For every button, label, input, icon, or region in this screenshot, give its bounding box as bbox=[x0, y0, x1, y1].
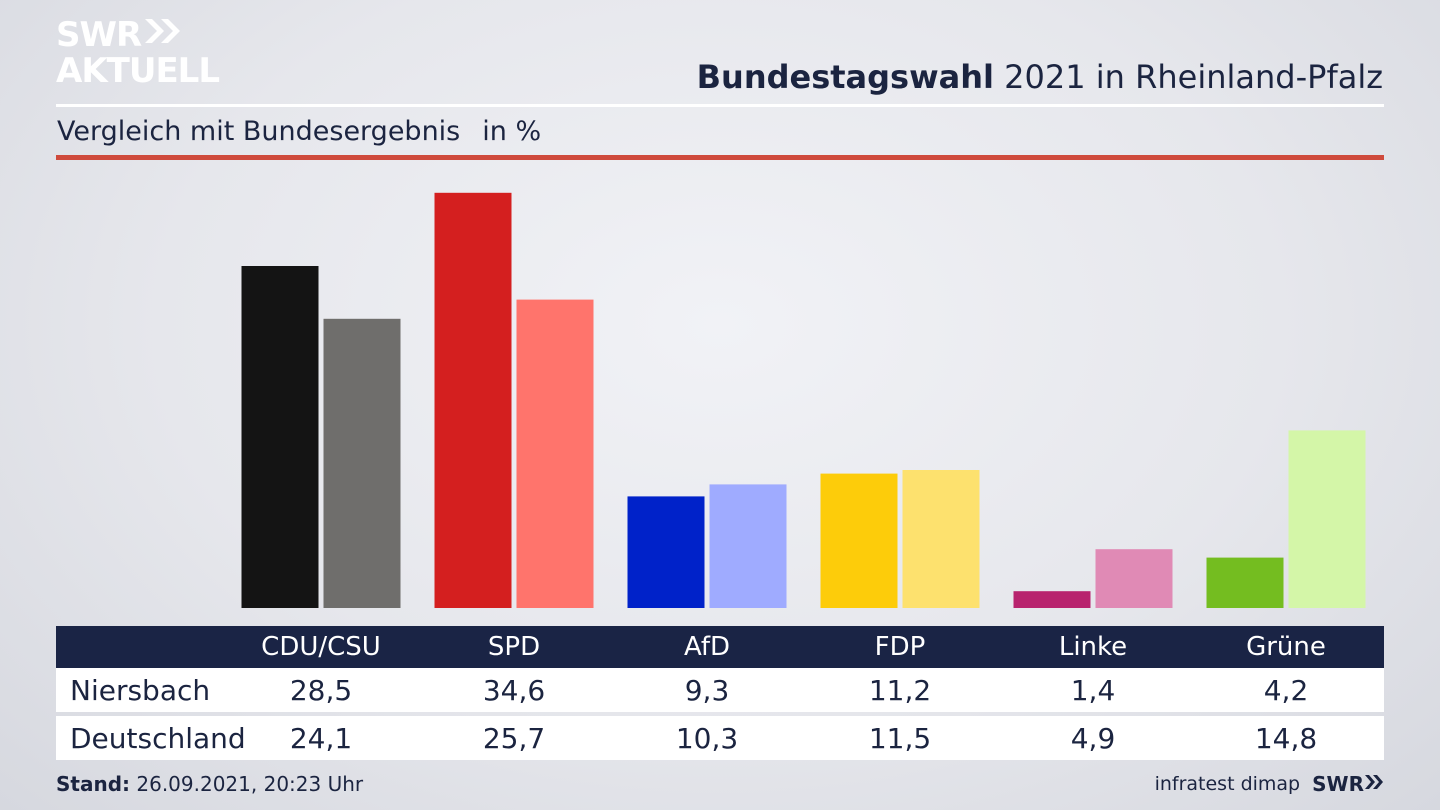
column-header-spd: SPD bbox=[487, 632, 541, 662]
bar-fdp-deutschland bbox=[902, 470, 980, 608]
table-cell: 11,5 bbox=[868, 721, 932, 755]
bar-fdp-niersbach bbox=[820, 473, 898, 608]
accent-rule bbox=[56, 155, 1384, 160]
row-cells: 28,5 34,6 9,3 11,2 1,4 4,2 bbox=[206, 668, 1384, 712]
timestamp: Stand: 26.09.2021, 20:23 Uhr bbox=[56, 772, 363, 796]
double-chevron-icon bbox=[143, 16, 183, 53]
header-divider bbox=[56, 104, 1384, 107]
table-cell: 4,9 bbox=[1070, 721, 1116, 755]
bar-spd-deutschland bbox=[516, 299, 594, 608]
table-cell: 34,6 bbox=[482, 673, 546, 707]
bar-cdu-csu-niersbach bbox=[241, 266, 319, 608]
table-row: Deutschland 24,1 25,7 10,3 11,5 4,9 14,8 bbox=[56, 716, 1384, 760]
subtitle: Vergleich mit Bundesergebnis in % bbox=[57, 116, 541, 147]
table-row: Niersbach 28,5 34,6 9,3 11,2 1,4 4,2 bbox=[56, 668, 1384, 712]
footer-chevron-icon bbox=[1364, 773, 1384, 795]
logo-aktuell-text: AKTUELL bbox=[56, 51, 220, 91]
table-cell: 14,8 bbox=[1254, 721, 1318, 755]
subtitle-text: Vergleich mit Bundesergebnis bbox=[57, 116, 461, 147]
table-cell: 11,2 bbox=[868, 673, 932, 707]
row-label: Deutschland bbox=[70, 721, 246, 755]
table-cell: 24,1 bbox=[289, 721, 353, 755]
bar-afd-deutschland bbox=[709, 484, 787, 608]
column-header-linke: Linke bbox=[1058, 632, 1128, 662]
unit-label: in % bbox=[482, 116, 542, 147]
swr-aktuell-logo: SWR AKTUELL bbox=[56, 14, 220, 91]
column-header-fdp: FDP bbox=[874, 632, 926, 662]
row-cells: 24,1 25,7 10,3 11,5 4,9 14,8 bbox=[206, 716, 1384, 760]
page-title: Bundestagswahl 2021 in Rheinland-Pfalz bbox=[697, 58, 1383, 96]
bar-linke-deutschland bbox=[1095, 549, 1173, 608]
row-label: Niersbach bbox=[70, 673, 211, 707]
stand-label: Stand: bbox=[56, 772, 131, 796]
source-credit: infratest dimap SWR bbox=[1155, 772, 1384, 796]
bar-afd-niersbach bbox=[627, 496, 705, 608]
header-cells: CDU/CSU SPD AfD FDP Linke Grüne bbox=[206, 626, 1384, 668]
table-cell: 25,7 bbox=[482, 721, 546, 755]
bar-spd-niersbach bbox=[434, 192, 512, 609]
table-cell: 28,5 bbox=[289, 673, 353, 707]
bar-gr-ne-niersbach bbox=[1206, 557, 1284, 608]
title-rest: 2021 in Rheinland-Pfalz bbox=[994, 58, 1383, 96]
source-text: infratest dimap bbox=[1154, 773, 1301, 795]
bar-cdu-csu-deutschland bbox=[323, 318, 401, 608]
footer-brand: SWR bbox=[1312, 772, 1364, 796]
table-cell: 10,3 bbox=[675, 721, 739, 755]
bar-gr-ne-deutschland bbox=[1288, 430, 1366, 608]
table-header: CDU/CSU SPD AfD FDP Linke Grüne bbox=[56, 626, 1384, 668]
column-header-gr-ne: Grüne bbox=[1246, 632, 1326, 662]
logo-swr-text: SWR bbox=[56, 14, 142, 55]
bar-linke-niersbach bbox=[1013, 591, 1091, 608]
table-cell: 9,3 bbox=[684, 673, 730, 707]
table-cell: 1,4 bbox=[1070, 673, 1116, 707]
column-header-cdu-csu: CDU/CSU bbox=[261, 632, 381, 662]
results-table: CDU/CSU SPD AfD FDP Linke Grüne Niersbach 28,… bbox=[56, 626, 1384, 760]
column-header-afd: AfD bbox=[683, 632, 731, 662]
stand-value: 26.09.2021, 20:23 Uhr bbox=[130, 772, 364, 796]
title-strong: Bundestagswahl bbox=[696, 58, 994, 96]
table-cell: 4,2 bbox=[1263, 673, 1309, 707]
